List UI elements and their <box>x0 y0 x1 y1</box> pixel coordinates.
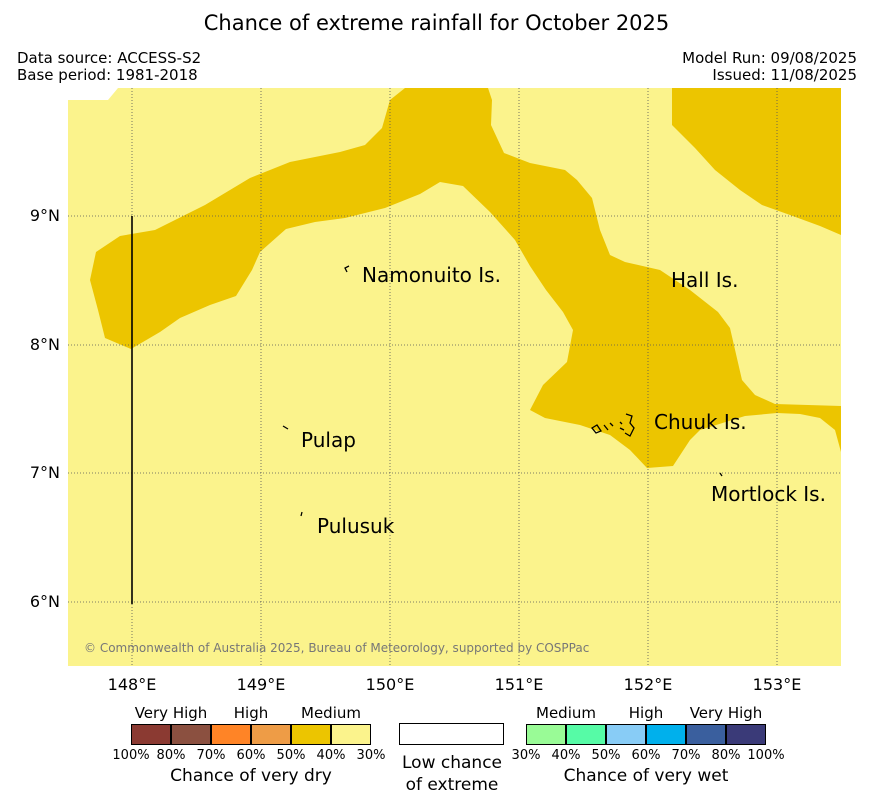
legend-dry-caption: Chance of very dry <box>170 766 332 786</box>
legend-swatch <box>291 724 331 745</box>
legend-wet-medium: Medium <box>536 704 596 722</box>
legend-dry-medium: Medium <box>301 704 361 722</box>
legend-wet-high: High <box>628 704 664 722</box>
legend-wet-very-high: Very High <box>689 704 763 722</box>
legend-tick: 60% <box>631 748 661 763</box>
source-info: Data source: ACCESS-S2 Base period: 1981… <box>17 50 201 84</box>
dry-40-50-northeast <box>672 88 841 235</box>
legend-tick: 50% <box>276 748 306 763</box>
legend-swatch <box>606 724 646 745</box>
legend-tick: 80% <box>711 748 741 763</box>
issued-date: Issued: 11/08/2025 <box>712 66 857 84</box>
legend-dry-high: High <box>233 704 269 722</box>
lon-label-148e: 148°E <box>107 675 157 694</box>
legend-low-line2: of extreme <box>405 775 499 795</box>
lat-label-6n: 6°N <box>29 592 60 611</box>
legend-swatch <box>331 724 371 745</box>
place-label: Pulusuk <box>317 514 395 538</box>
place-label: Chuuk Is. <box>654 410 747 434</box>
copyright-notice: © Commonwealth of Australia 2025, Bureau… <box>84 641 590 655</box>
legend-swatch <box>171 724 211 745</box>
legend-wet-caption: Chance of very wet <box>563 766 729 786</box>
lat-label-9n: 9°N <box>29 206 60 225</box>
legend-swatch <box>251 724 291 745</box>
legend-tick: 50% <box>591 748 621 763</box>
legend-tick: 100% <box>747 748 785 763</box>
lat-label-8n: 8°N <box>29 335 60 354</box>
legend-tick: 70% <box>196 748 226 763</box>
legend-swatch <box>686 724 726 745</box>
lon-label-150e: 150°E <box>365 675 415 694</box>
lon-label-152e: 152°E <box>623 675 673 694</box>
island-outlines <box>282 265 723 517</box>
map-title: Chance of extreme rainfall for October 2… <box>203 11 670 35</box>
legend-low-swatch <box>399 723 504 745</box>
lon-label-149e: 149°E <box>236 675 286 694</box>
dry-40-50-band <box>90 88 841 468</box>
legend-swatch <box>526 724 566 745</box>
model-run: Model Run: 09/08/2025 <box>682 49 857 67</box>
legend-swatch <box>646 724 686 745</box>
place-label: Pulap <box>301 428 356 452</box>
legend-swatch <box>726 724 766 745</box>
legend-tick: 40% <box>316 748 346 763</box>
legend-tick: 60% <box>236 748 266 763</box>
legend-swatch <box>566 724 606 745</box>
data-source: Data source: ACCESS-S2 <box>17 49 202 67</box>
legend-tick: 100% <box>112 748 150 763</box>
legend-swatch <box>131 724 171 745</box>
legend-low-line1: Low chance <box>402 753 502 773</box>
place-label: Namonuito Is. <box>362 263 501 287</box>
lat-label-7n: 7°N <box>29 463 60 482</box>
legend-tick: 40% <box>551 748 581 763</box>
legend-swatch <box>211 724 251 745</box>
legend-tick: 30% <box>511 748 541 763</box>
place-label: Hall Is. <box>671 268 739 292</box>
legend-tick: 30% <box>356 748 386 763</box>
legend-dry-very-high: Very High <box>134 704 208 722</box>
base-period: Base period: 1981-2018 <box>17 66 198 84</box>
place-label: Mortlock Is. <box>711 482 826 506</box>
lon-label-151e: 151°E <box>494 675 544 694</box>
lon-label-153e: 153°E <box>752 675 802 694</box>
legend-tick: 70% <box>671 748 701 763</box>
legend-low-caption: Low chance of extreme <box>384 752 520 796</box>
run-info: Model Run: 09/08/2025 Issued: 11/08/2025 <box>682 50 857 84</box>
legend-tick: 80% <box>156 748 186 763</box>
